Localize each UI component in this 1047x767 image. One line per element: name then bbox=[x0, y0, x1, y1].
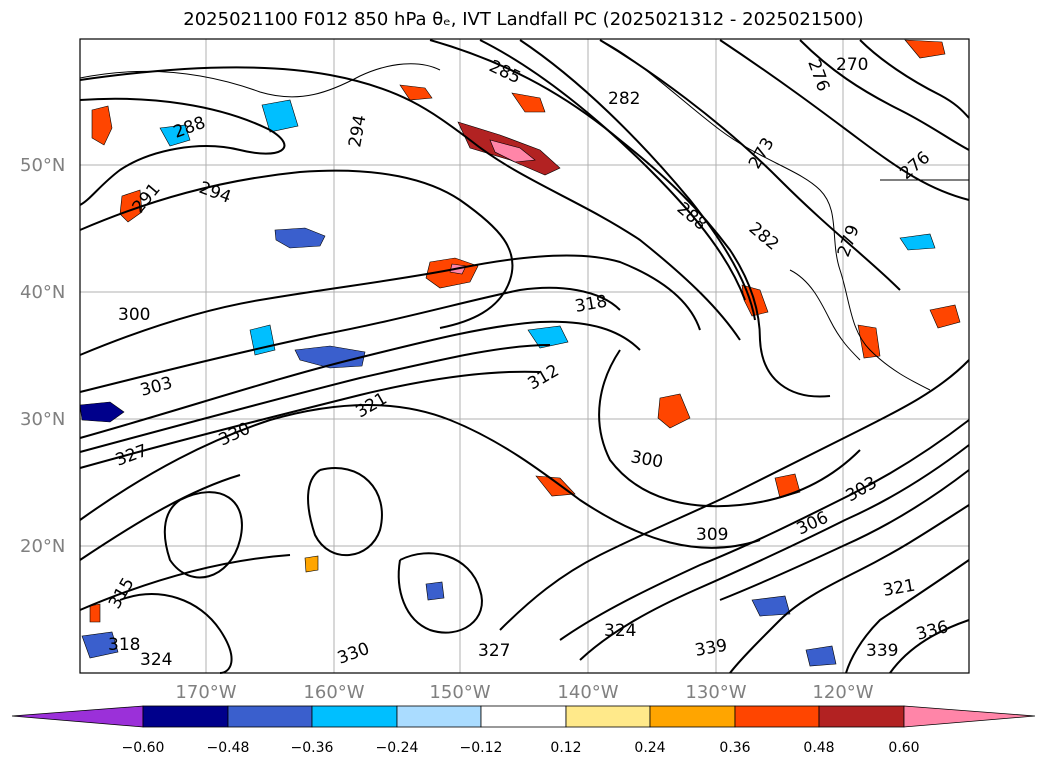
colorbar-tick-label: −0.36 bbox=[291, 740, 334, 756]
contour-label: 318 bbox=[108, 635, 140, 655]
map-panel bbox=[80, 39, 969, 673]
colorbar-tick-label: −0.60 bbox=[122, 740, 165, 756]
colorbar-tick-label: 0.12 bbox=[550, 740, 581, 756]
colorbar-tick-label: 0.60 bbox=[888, 740, 919, 756]
lat-label: 40°N bbox=[20, 282, 65, 303]
contour-label: 300 bbox=[118, 305, 150, 325]
colorbar-tick-label: 0.48 bbox=[803, 740, 834, 756]
theta-e-contours bbox=[79, 39, 970, 674]
colorbar-bin bbox=[311, 705, 398, 728]
lon-label: 140°W bbox=[557, 682, 618, 703]
contour-label: 309 bbox=[696, 525, 728, 545]
colorbar-tick-label: −0.48 bbox=[207, 740, 250, 756]
map-title: 2025021100 F012 850 hPa θₑ, IVT Landfall… bbox=[183, 9, 864, 30]
contour-label: 327 bbox=[478, 641, 510, 661]
colorbar-tick-label: 0.36 bbox=[719, 740, 750, 756]
longitude-labels: 170°W 160°W 150°W 140°W 130°W 120°W bbox=[175, 682, 873, 703]
colorbar-bin bbox=[142, 705, 229, 728]
lon-label: 160°W bbox=[303, 682, 364, 703]
lon-label: 170°W bbox=[175, 682, 236, 703]
lon-label: 120°W bbox=[812, 682, 873, 703]
contour-label: 324 bbox=[140, 650, 172, 670]
colorbar-bin bbox=[734, 705, 820, 728]
colorbar-bin bbox=[227, 705, 313, 728]
colorbar-min-extension bbox=[11, 705, 144, 728]
contour-label: 339 bbox=[866, 641, 898, 661]
lat-label: 30°N bbox=[20, 409, 65, 430]
colorbar-bin bbox=[649, 705, 736, 728]
lat-label: 20°N bbox=[20, 536, 65, 557]
map-frame bbox=[79, 38, 970, 674]
colorbar-tick-label: −0.24 bbox=[376, 740, 419, 756]
coastlines bbox=[79, 39, 969, 391]
contour-label: 282 bbox=[608, 89, 640, 109]
colorbar-max-extension bbox=[903, 705, 1036, 728]
colorbar-ticks: −0.60 −0.48 −0.36 −0.24 −0.12 0.12 0.24 … bbox=[122, 740, 920, 756]
colorbar-tick-label: 0.24 bbox=[634, 740, 665, 756]
lon-label: 150°W bbox=[429, 682, 490, 703]
colorbar-bin bbox=[818, 705, 905, 728]
colorbar-tick-label: −0.12 bbox=[460, 740, 503, 756]
colorbar bbox=[11, 705, 1036, 728]
colorbar-bin bbox=[396, 705, 482, 728]
lon-label: 130°W bbox=[685, 682, 746, 703]
latitude-labels: 50°N 40°N 30°N 20°N bbox=[20, 155, 65, 557]
contour-label: 324 bbox=[604, 621, 636, 641]
contour-label: 270 bbox=[836, 55, 868, 75]
colorbar-bin bbox=[565, 705, 651, 728]
ivt-pc-patches bbox=[79, 39, 961, 667]
lat-label: 50°N bbox=[20, 155, 65, 176]
colorbar-bin bbox=[480, 705, 567, 728]
